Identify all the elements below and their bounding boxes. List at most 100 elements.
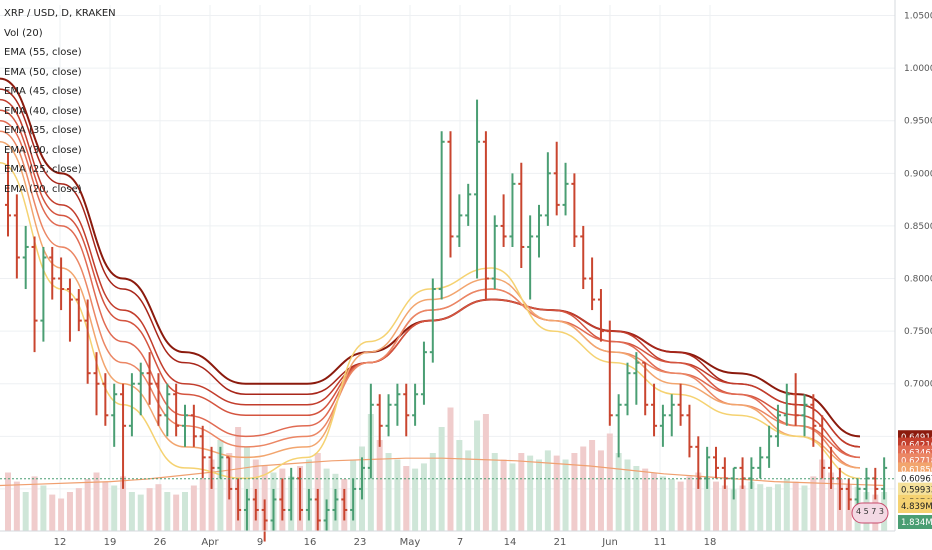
legend-item[interactable]: EMA (50, close) (4, 66, 82, 78)
candle (5, 152, 11, 237)
candle (429, 278, 436, 363)
candle (93, 352, 100, 416)
price-tag (898, 482, 932, 497)
volume-bar (668, 479, 675, 531)
ema-line (0, 109, 861, 459)
candle (217, 446, 224, 479)
candle (527, 215, 534, 300)
legend-item[interactable]: EMA (20, close) (4, 183, 82, 195)
legend-item[interactable]: EMA (25, close) (4, 164, 82, 175)
volume-bar (580, 446, 587, 531)
candle (332, 488, 339, 521)
candle (721, 457, 728, 489)
candle (31, 236, 38, 353)
volume-bar (102, 481, 109, 531)
candle (713, 446, 719, 479)
volume-bar (659, 476, 666, 531)
volume-bar (633, 466, 640, 531)
volume-tag-label: 4.839M (901, 502, 932, 512)
volume-bar (518, 453, 525, 531)
volume-bar (412, 468, 419, 531)
candle (668, 394, 675, 437)
volume-bar (757, 484, 764, 531)
candle (173, 383, 180, 437)
candle (491, 215, 498, 290)
volume-bar (624, 459, 631, 531)
candle (252, 488, 259, 521)
y-tick-label: 0.80000 (904, 275, 932, 285)
candle (350, 478, 357, 521)
volume-bar (810, 476, 817, 531)
candle (810, 394, 817, 447)
x-tick-label: Apr (201, 537, 219, 548)
candle (164, 383, 171, 437)
symbol-title[interactable]: XRP / USD, D, KRAKEN (4, 8, 116, 19)
volume-bar (208, 459, 215, 531)
volume-bar (589, 440, 596, 531)
candle (270, 488, 277, 531)
volume-bar (394, 459, 401, 531)
x-tick-label: 14 (504, 537, 517, 548)
candle (120, 383, 127, 489)
candle (75, 289, 82, 332)
legend-item[interactable]: EMA (35, close) (4, 125, 82, 136)
candle (845, 478, 852, 510)
x-tick-label: 26 (154, 537, 167, 548)
x-tick-label: Jun (601, 537, 618, 548)
legend-item[interactable]: EMA (55, close) (4, 47, 82, 58)
volume-bar (704, 479, 711, 531)
candle (544, 152, 551, 226)
candle (182, 404, 188, 447)
volume-bar (190, 485, 197, 531)
price-tag (898, 471, 932, 486)
candle (146, 352, 153, 405)
candle (757, 446, 764, 479)
volume-bar (84, 479, 91, 531)
candle (456, 194, 463, 247)
candle (102, 373, 109, 426)
candle (792, 373, 799, 426)
candle (571, 173, 578, 247)
y-tick-label: 0.90000 (904, 169, 932, 179)
volume-bar (491, 453, 498, 531)
volume-bar (22, 492, 29, 531)
volume-bar (146, 488, 153, 531)
volume-bar (199, 479, 206, 531)
legend-item[interactable]: EMA (40, close) (4, 105, 82, 117)
volume-bar (465, 450, 472, 531)
volume-bar (792, 481, 799, 531)
ema-line (0, 162, 861, 480)
legend-item[interactable]: EMA (30, close) (4, 144, 82, 156)
volume-bar (686, 476, 693, 531)
x-tick-label: 9 (257, 537, 263, 548)
candle (606, 320, 613, 426)
candle (801, 394, 808, 437)
candle (597, 289, 604, 342)
legend-item[interactable]: Vol (20) (4, 27, 43, 39)
candle (562, 162, 569, 216)
x-tick-label: 19 (104, 537, 117, 548)
candle (235, 478, 242, 521)
volume-tag (898, 499, 932, 513)
volume-bar (695, 472, 702, 531)
candle (615, 394, 622, 458)
volume-bar (739, 485, 746, 531)
volume-bar (376, 440, 383, 531)
volume-bar (429, 453, 436, 531)
candle (66, 278, 73, 342)
volume-bar (173, 494, 180, 531)
volume-bar (748, 481, 755, 531)
candle (659, 404, 666, 447)
volume-bar (5, 472, 11, 531)
ema-line (0, 77, 861, 438)
events-badge[interactable]: 4 5 7 3 (850, 500, 890, 526)
candle (128, 373, 135, 437)
volume-bar (677, 481, 684, 531)
volume-bar (66, 492, 73, 531)
candle (624, 362, 631, 416)
candle (465, 183, 472, 226)
candle (305, 488, 312, 521)
legend-item[interactable]: EMA (45, close) (4, 86, 82, 97)
candle (412, 383, 419, 426)
